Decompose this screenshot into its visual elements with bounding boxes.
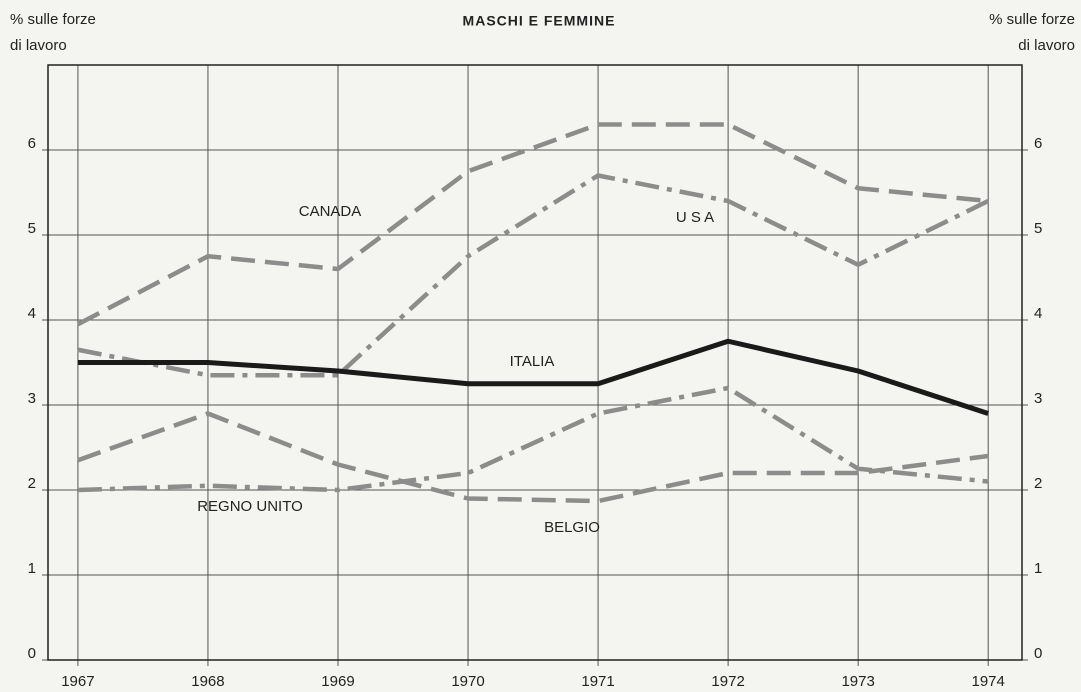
y2-tick-label: 4: [1034, 305, 1042, 322]
y-tick-label: 0: [28, 645, 36, 662]
y2-tick-label: 5: [1034, 220, 1042, 237]
y2-tick-label: 0: [1034, 645, 1042, 662]
plot-frame: [47, 64, 1023, 661]
series-line: [76, 122, 989, 327]
y2-tick-label: 1: [1034, 560, 1042, 577]
series-label: U S A: [676, 209, 714, 226]
x-tick-label: 1972: [711, 673, 744, 690]
y-tick-label: 4: [28, 305, 36, 322]
y2-axis-title: di lavoro: [1018, 37, 1075, 54]
y-axis-title: % sulle forze: [10, 11, 96, 28]
series-label: CANADA: [299, 203, 362, 220]
series-line: [77, 173, 990, 378]
series-line: [77, 385, 989, 493]
y-tick-label: 6: [28, 135, 36, 152]
x-tick-label: 1971: [581, 673, 614, 690]
y-axis-title: di lavoro: [10, 37, 67, 54]
series-label: REGNO UNITO: [197, 498, 303, 515]
x-tick-label: 1967: [61, 673, 94, 690]
series-label: ITALIA: [510, 353, 555, 370]
x-tick-label: 1973: [841, 673, 874, 690]
y-tick-label: 5: [28, 220, 36, 237]
y-tick-label: 2: [28, 475, 36, 492]
y2-tick-label: 6: [1034, 135, 1042, 152]
x-tick-label: 1970: [451, 673, 484, 690]
series-line: [77, 338, 989, 416]
x-tick-label: 1969: [321, 673, 354, 690]
chart-title: MASCHI E FEMMINE: [463, 13, 616, 29]
y-tick-label: 1: [28, 560, 36, 577]
x-tick-label: 1974: [972, 673, 1005, 690]
y2-tick-label: 3: [1034, 390, 1042, 407]
y-tick-label: 3: [28, 390, 36, 407]
y2-axis-title: % sulle forze: [989, 11, 1075, 28]
series-label: BELGIO: [544, 519, 600, 536]
x-tick-label: 1968: [191, 673, 224, 690]
y2-tick-label: 2: [1034, 475, 1042, 492]
series-line: [77, 411, 989, 504]
